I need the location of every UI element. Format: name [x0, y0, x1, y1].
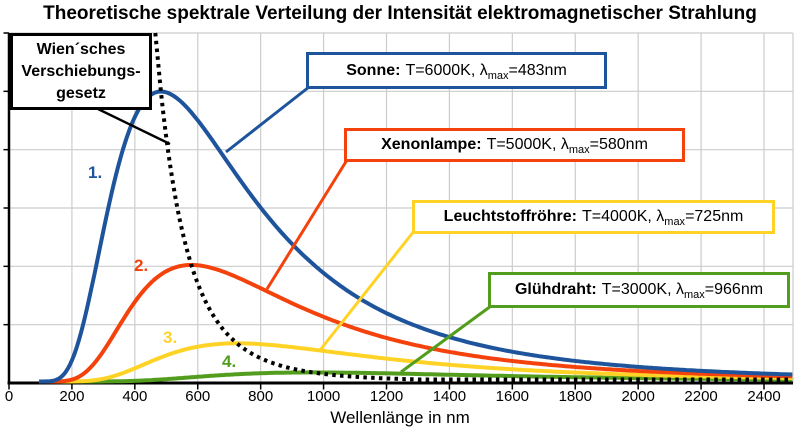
legend-sonne-value: T=6000K, λmax=483nm	[405, 61, 567, 82]
x-tick-label: 1600	[495, 388, 530, 405]
legend-sonne: Sonne: T=6000K, λmax=483nm	[306, 52, 607, 89]
legend-xenonlampe: Xenonlampe: T=5000K, λmax=580nm	[344, 128, 685, 162]
x-tick-label: 1000	[306, 388, 341, 405]
x-tick-label: 1800	[558, 388, 592, 405]
wien-law-callout: Wien´sches Verschiebungs- gesetz	[10, 33, 152, 110]
curve-4-glühdraht	[39, 370, 793, 384]
leader-sonne	[225, 85, 310, 154]
legend-gluehdraht-name: Glühdraht:	[514, 281, 597, 298]
lambda-max-subscript: max	[664, 216, 686, 229]
x-axis-title: Wellenlänge in nm	[330, 408, 470, 427]
wien-law-line1: Wien´sches	[36, 40, 126, 58]
curve-2-xenonlampe	[39, 263, 793, 384]
x-tick-label: 1400	[432, 388, 467, 405]
curve-label-4: 4.	[222, 352, 237, 371]
legend-gluehdraht: Glühdraht: T=3000K, λmax=966nm	[488, 272, 790, 308]
lambda-max-subscript: max	[684, 289, 705, 302]
x-tick-label: 2400	[747, 388, 781, 405]
lambda-max-subscript: max	[487, 69, 509, 82]
x-tick-label: 2000	[621, 388, 655, 405]
leader-wien-law	[97, 107, 171, 146]
leader-gluehdraht	[400, 304, 492, 374]
curve-label-3: 3.	[163, 328, 178, 347]
legend-xenonlampe-name: Xenonlampe:	[381, 136, 482, 153]
legend-leuchtstoffroehre: Leuchtstoffröhre: T=4000K, λmax=725nm	[412, 200, 775, 234]
x-tick-label: 200	[59, 388, 85, 405]
curve-label-2: 2.	[134, 256, 149, 275]
x-tick-label: 800	[248, 388, 274, 405]
leader-xenonlampe	[265, 159, 349, 290]
legend-gluehdraht-value: T=3000K, λmax=966nm	[601, 281, 764, 302]
lambda-max-subscript: max	[568, 144, 590, 157]
x-tick-label: 600	[185, 388, 211, 405]
x-tick-label: 1200	[369, 388, 404, 405]
wien-law-line2: Verschiebungs-	[21, 62, 141, 80]
legend-xenonlampe-value: T=5000K, λmax=580nm	[486, 136, 648, 157]
legend-sonne-name: Sonne:	[346, 61, 401, 79]
chart-title: Theoretische spektrale Verteilung der In…	[43, 3, 757, 24]
curve-1-sonne	[39, 89, 793, 384]
legend-leuchtstoffroehre-value: T=4000K, λmax=725nm	[582, 208, 744, 229]
curve-label-1: 1.	[88, 163, 103, 182]
wien-locus-curve	[153, 32, 792, 382]
x-tick-label: 400	[122, 388, 148, 405]
wien-law-line3: gesetz	[56, 84, 106, 102]
leader-leuchtstoffroehre	[319, 230, 416, 350]
x-tick-label: 0	[4, 388, 14, 405]
x-tick-label: 2200	[684, 388, 718, 405]
legend-leuchtstoffroehre-name: Leuchtstoffröhre:	[443, 208, 577, 225]
